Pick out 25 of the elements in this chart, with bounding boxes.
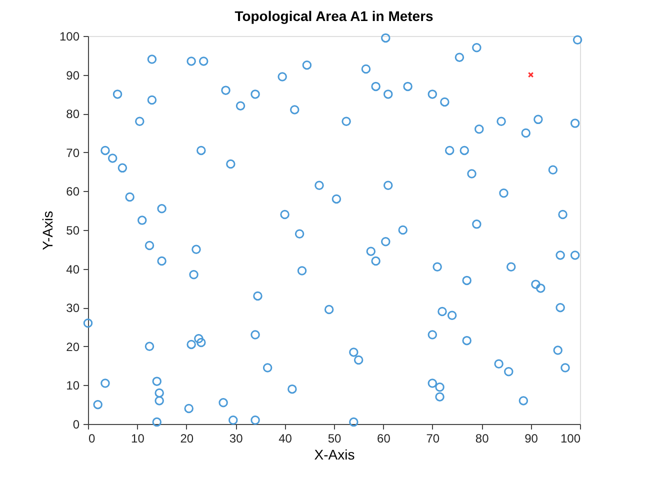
x-tick-label: 10 bbox=[131, 432, 145, 446]
y-tick-label: 50 bbox=[66, 224, 80, 238]
y-tick-label: 0 bbox=[72, 418, 80, 432]
y-tick-label: 90 bbox=[66, 68, 80, 82]
y-tick-label: 70 bbox=[66, 146, 80, 160]
x-tick-label: 60 bbox=[377, 432, 391, 446]
y-tick-label: 40 bbox=[66, 262, 80, 276]
y-tick-label: 60 bbox=[66, 184, 80, 199]
chart-title: Topological Area A1 in Meters bbox=[234, 8, 434, 24]
y-axis-title: Y-Axis bbox=[39, 210, 56, 250]
x-tick-label: 50 bbox=[328, 432, 342, 446]
x-tick-label: 100 bbox=[560, 432, 581, 446]
x-axis-title: X-Axis bbox=[314, 446, 355, 462]
y-tick-label: 30 bbox=[66, 301, 80, 316]
x-tick-label: 80 bbox=[475, 432, 490, 446]
y-tick-label: 20 bbox=[66, 340, 80, 354]
y-tick-label: 10 bbox=[66, 378, 80, 393]
x-tick-label: 90 bbox=[524, 432, 538, 446]
x-tick-label: 40 bbox=[278, 432, 292, 446]
y-tick-label: 100 bbox=[59, 30, 80, 44]
x-tick-label: 30 bbox=[229, 432, 244, 446]
x-tick-label: 20 bbox=[180, 432, 194, 446]
x-tick-label: 0 bbox=[88, 432, 96, 446]
x-tick-label: 70 bbox=[426, 432, 440, 446]
y-tick-label: 80 bbox=[66, 107, 80, 122]
